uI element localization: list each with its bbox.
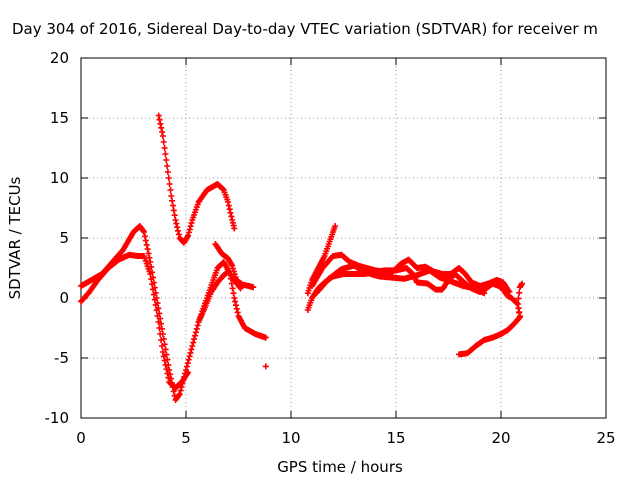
series-track-e [195, 268, 244, 325]
series-track-k [456, 327, 511, 358]
y-tick-label: 0 [59, 289, 69, 307]
marker-path [456, 327, 511, 358]
marker-path [313, 262, 488, 297]
marker-path [195, 268, 244, 325]
series-track-f [262, 363, 269, 370]
axis-ticks: 0 5 10 15 20 25 -10 -5 0 5 10 15 20 [45, 49, 616, 447]
gridlines [81, 58, 606, 418]
y-tick-label: 20 [50, 49, 69, 67]
y-tick-label: -10 [45, 409, 70, 427]
series-track-j [313, 262, 488, 297]
series-track-c [155, 112, 238, 246]
marker-path [155, 112, 238, 246]
series-track-b [78, 251, 192, 391]
marker-path [78, 251, 192, 391]
y-tick-label: 15 [50, 109, 69, 127]
x-tick-label: 15 [386, 429, 405, 447]
series-track-a [78, 223, 269, 403]
plot-frame [80, 57, 607, 419]
y-tick-label: 10 [50, 169, 69, 187]
y-axis-label: SDTVAR / TECUs [6, 176, 24, 299]
data-points [78, 112, 525, 403]
y-tick-label: -5 [54, 349, 69, 367]
series-track-l [504, 280, 525, 334]
marker-path [262, 363, 269, 370]
marker-path [504, 280, 525, 334]
x-tick-label: 20 [491, 429, 510, 447]
x-tick-label: 5 [181, 429, 191, 447]
x-tick-label: 25 [596, 429, 615, 447]
marker-path [78, 223, 269, 403]
y-tick-label: 5 [59, 229, 69, 247]
x-axis-label: GPS time / hours [277, 458, 403, 476]
chart-title: Day 304 of 2016, Sidereal Day-to-day VTE… [12, 20, 598, 38]
x-tick-label: 10 [281, 429, 300, 447]
x-tick-label: 0 [76, 429, 86, 447]
